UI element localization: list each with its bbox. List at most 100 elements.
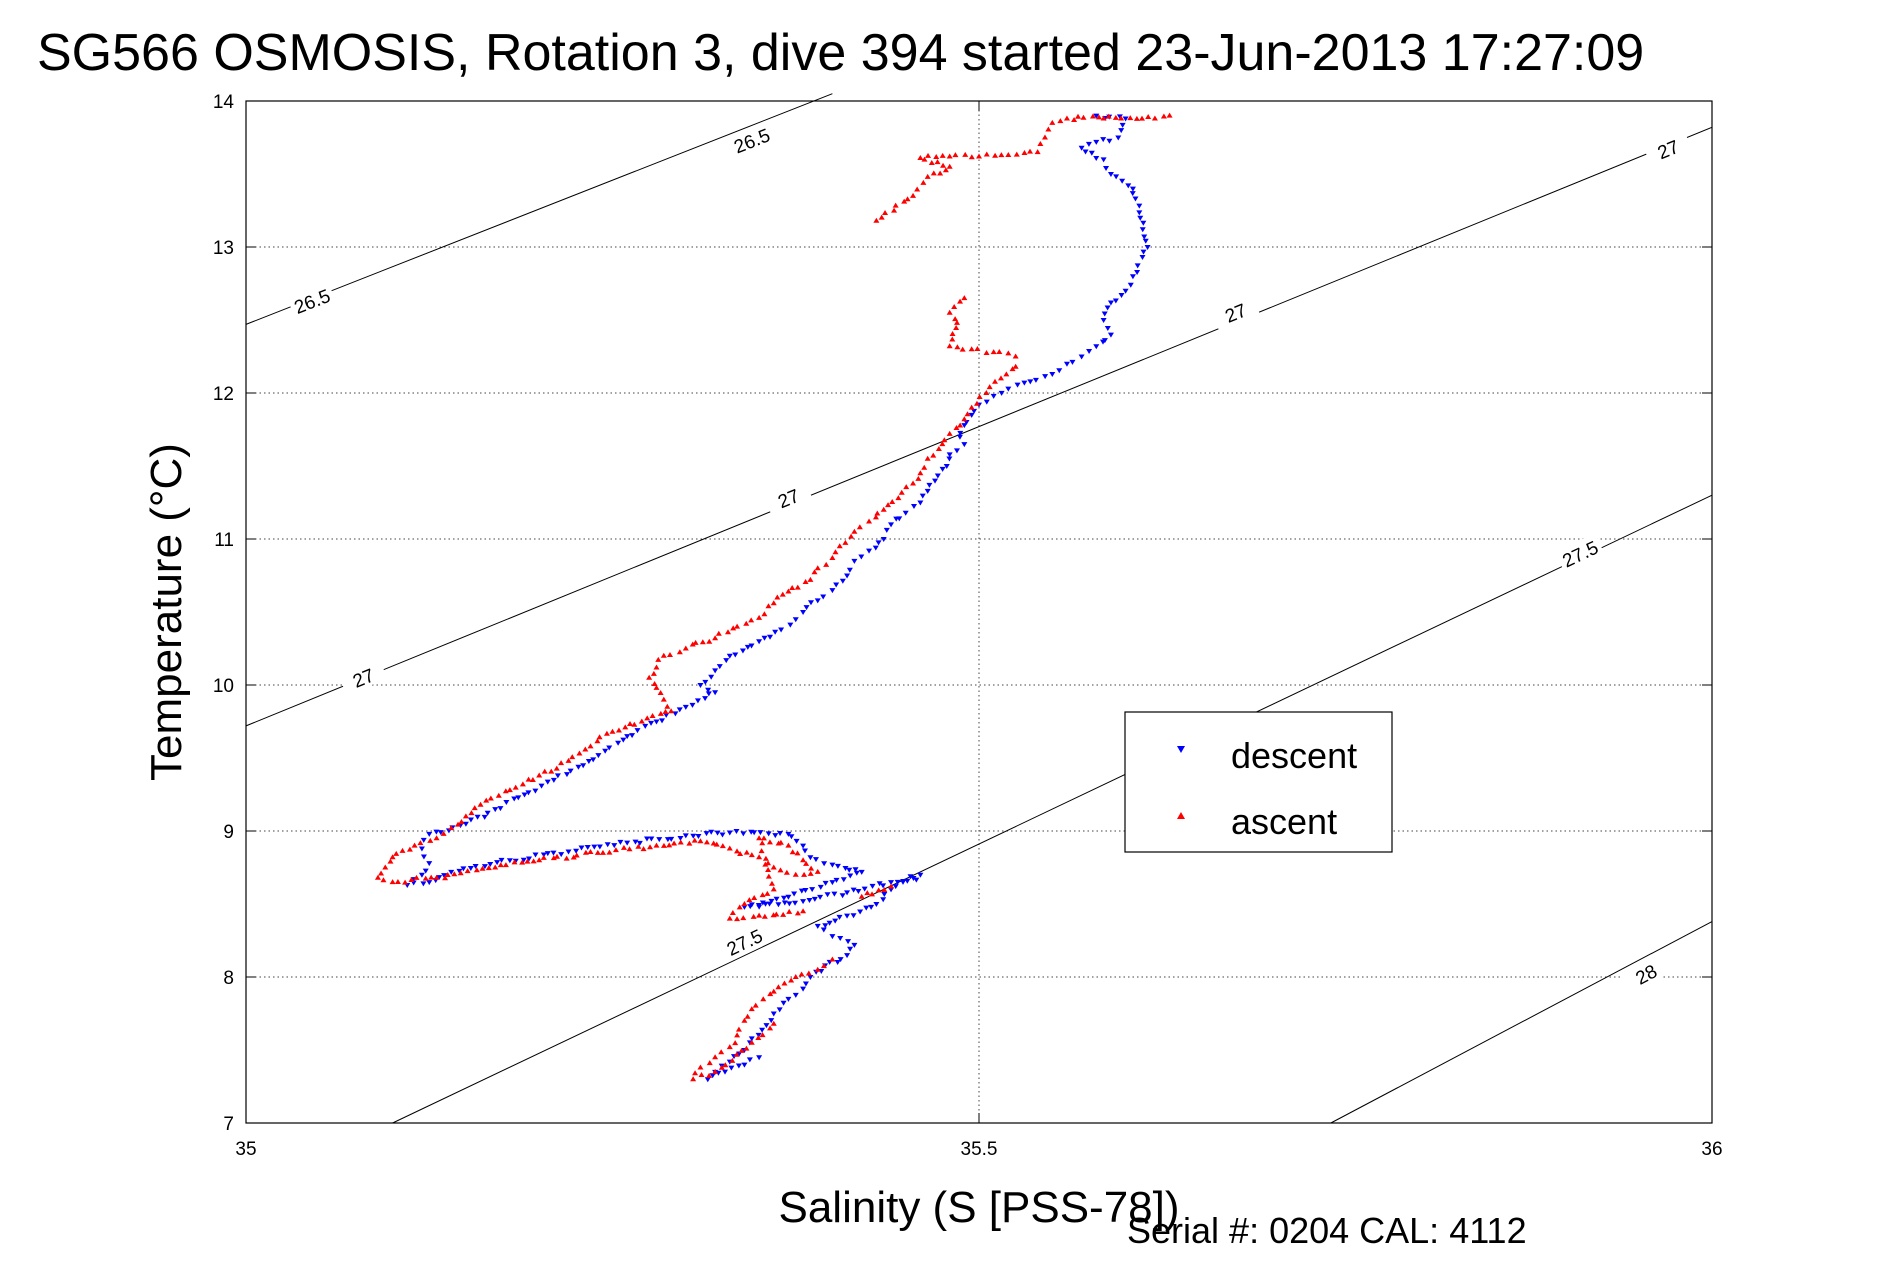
descent-point <box>677 835 684 841</box>
descent-point <box>953 448 960 454</box>
ascent-point <box>1012 363 1019 369</box>
ascent-point <box>780 911 787 917</box>
ascent-point <box>408 877 415 883</box>
descent-point <box>1106 138 1113 144</box>
descent-point <box>1101 311 1108 317</box>
ascent-point <box>483 797 490 803</box>
descent-point <box>792 617 799 623</box>
descent-point <box>904 878 911 884</box>
descent-point <box>1088 150 1095 156</box>
descent-point <box>636 840 643 846</box>
ascent-point <box>640 846 647 852</box>
descent-point <box>520 857 527 863</box>
ascent-point <box>1057 118 1064 124</box>
ascent-point <box>536 857 543 863</box>
ascent-point <box>649 712 656 718</box>
descent-point <box>844 573 851 579</box>
descent-point <box>474 814 481 820</box>
descent-point <box>653 719 660 725</box>
ascent-point <box>433 874 440 880</box>
descent-point <box>487 862 494 868</box>
descent-point <box>781 900 788 906</box>
ascent-point <box>962 151 969 157</box>
descent-point <box>1093 113 1100 119</box>
ascent-point <box>873 217 880 223</box>
descent-point <box>800 610 807 615</box>
descent-point <box>1137 215 1144 221</box>
descent-point <box>689 702 696 708</box>
ascent-point <box>427 837 434 843</box>
descent-point <box>1042 374 1049 380</box>
ascent-point <box>698 1071 705 1077</box>
ascent-point <box>898 489 905 495</box>
x-tick-label: 35 <box>235 1139 256 1160</box>
contour-label-bg <box>338 658 388 696</box>
descent-point <box>418 846 425 852</box>
ascent-point <box>976 153 982 159</box>
ascent-point <box>635 843 642 849</box>
descent-point <box>591 844 598 850</box>
descent-point <box>888 880 895 886</box>
descent-point <box>629 733 636 739</box>
ascent-point <box>1013 151 1020 157</box>
ascent-point <box>934 159 941 165</box>
descent-point <box>694 698 701 704</box>
ascent-point <box>953 424 960 430</box>
ascent-point <box>765 603 772 609</box>
ascent-point <box>1063 115 1070 121</box>
ascent-point <box>756 835 763 841</box>
ascent-point <box>374 874 381 880</box>
descent-point <box>433 829 440 835</box>
ascent-point <box>1160 113 1167 119</box>
ascent-point <box>785 842 792 848</box>
descent-point <box>702 696 709 702</box>
descent-point <box>880 883 887 889</box>
descent-point <box>785 831 792 837</box>
ascent-point <box>473 867 480 873</box>
ascent-point <box>468 810 475 816</box>
descent-point <box>606 745 613 751</box>
descent-point <box>861 886 868 892</box>
descent-point <box>578 845 585 851</box>
descent-point <box>820 927 827 933</box>
ascent-point <box>657 689 664 695</box>
descent-point <box>844 953 851 959</box>
descent-point <box>511 796 518 802</box>
ascent-point <box>666 842 673 848</box>
descent-point <box>1093 155 1100 161</box>
descent-point <box>732 652 739 658</box>
descent-point <box>741 904 748 910</box>
descent-point <box>590 757 597 763</box>
descent-point <box>857 909 864 915</box>
ascent-point <box>655 656 662 662</box>
ascent-point <box>657 710 664 716</box>
ascent-point <box>764 890 771 896</box>
ascent-point <box>759 1032 766 1038</box>
descent-point <box>714 830 721 836</box>
descent-point <box>801 848 808 854</box>
descent-point <box>844 913 851 919</box>
ascent-point <box>668 708 675 714</box>
ascent-point <box>767 991 774 997</box>
ascent-point <box>786 908 793 914</box>
ascent-point <box>380 877 387 883</box>
ascent-point <box>495 792 502 798</box>
ascent-point <box>732 1040 739 1046</box>
ascent-point <box>779 591 786 597</box>
descent-point <box>971 408 978 414</box>
ascent-point <box>569 754 576 760</box>
ascent-point <box>743 1045 750 1051</box>
descent-point <box>786 901 793 907</box>
ascent-point <box>781 980 788 986</box>
descent-point <box>863 905 870 911</box>
descent-point <box>793 838 800 844</box>
ascent-point <box>726 1044 733 1050</box>
ascent-point <box>874 510 881 516</box>
descent-point <box>1136 210 1143 216</box>
ascent-point <box>706 638 713 644</box>
ascent-point <box>558 760 565 766</box>
ascent-point <box>576 750 583 756</box>
descent-point <box>800 843 807 849</box>
descent-point <box>659 718 666 724</box>
ascent-point <box>1027 148 1034 154</box>
